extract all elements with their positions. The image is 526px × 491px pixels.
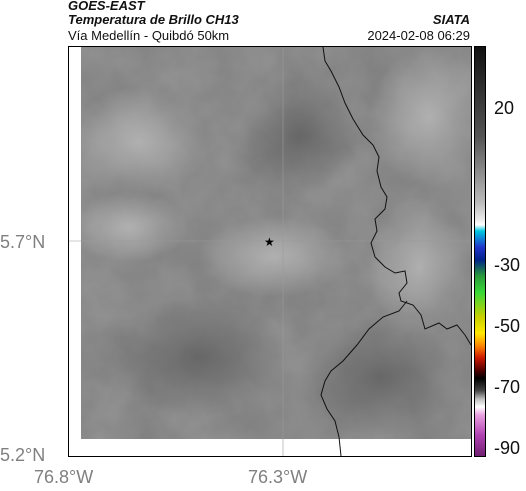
- no-data-bottom: [69, 439, 471, 456]
- route-subtitle: Vía Medellín - Quibdó 50km: [68, 28, 230, 43]
- satellite-title: GOES-EAST: [68, 0, 145, 13]
- colorbar-tick-minus-70: -70: [494, 377, 521, 397]
- lat-label-5-2: 5.2°N: [0, 445, 46, 465]
- satellite-map[interactable]: ★: [68, 46, 472, 457]
- grid-lines: [69, 47, 471, 456]
- border-lines: [320, 47, 471, 456]
- no-data-left: [69, 47, 81, 456]
- medellin-marker-icon: ★: [264, 235, 275, 249]
- colorbar-tick-minus-90: -90: [494, 438, 521, 458]
- colorbar-tick-minus-30: -30: [494, 255, 521, 275]
- map-canvas: ★: [69, 47, 471, 456]
- colorbar-tick-20: 20: [494, 98, 515, 118]
- colorbar: [474, 46, 486, 457]
- product-title: Temperatura de Brillo CH13: [68, 12, 239, 27]
- datetime-label: 2024-02-08 06:29: [367, 28, 470, 43]
- lon-label-76-3: 76.3°W: [248, 467, 308, 487]
- colorbar-tick-minus-50: -50: [494, 316, 521, 336]
- org-label: SIATA: [432, 12, 470, 27]
- lon-label-76-8: 76.8°W: [34, 467, 94, 487]
- lat-label-5-7: 5.7°N: [0, 232, 46, 252]
- cloud-field: [69, 47, 471, 439]
